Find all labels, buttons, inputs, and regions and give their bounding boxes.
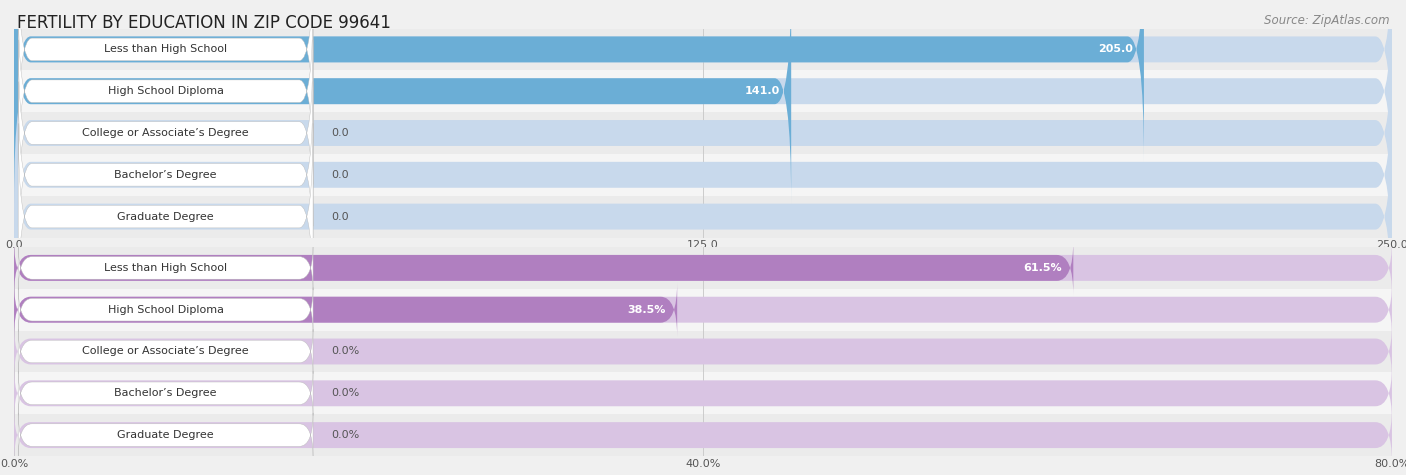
Text: 0.0: 0.0 [330,211,349,222]
Text: High School Diploma: High School Diploma [108,304,224,315]
FancyBboxPatch shape [14,62,1392,287]
Text: Graduate Degree: Graduate Degree [117,430,214,440]
Text: 205.0: 205.0 [1098,44,1133,55]
Bar [14,112,1392,154]
FancyBboxPatch shape [18,82,314,268]
Bar [14,414,1392,456]
FancyBboxPatch shape [14,241,1392,295]
FancyBboxPatch shape [18,329,314,374]
Text: 0.0%: 0.0% [330,346,359,357]
Bar [14,289,1392,331]
Bar [14,372,1392,414]
Text: Less than High School: Less than High School [104,263,228,273]
Text: 0.0: 0.0 [330,170,349,180]
Text: 61.5%: 61.5% [1024,263,1063,273]
Text: 0.0%: 0.0% [330,388,359,399]
Text: Source: ZipAtlas.com: Source: ZipAtlas.com [1264,14,1389,27]
FancyBboxPatch shape [14,241,1073,295]
Text: Graduate Degree: Graduate Degree [117,211,214,222]
FancyBboxPatch shape [14,324,1392,379]
FancyBboxPatch shape [14,283,678,337]
FancyBboxPatch shape [18,287,314,332]
FancyBboxPatch shape [18,371,314,416]
FancyBboxPatch shape [18,413,314,457]
FancyBboxPatch shape [14,0,1144,162]
FancyBboxPatch shape [14,0,1392,204]
Bar [14,331,1392,372]
Bar [14,70,1392,112]
FancyBboxPatch shape [18,40,314,226]
Text: Less than High School: Less than High School [104,44,228,55]
FancyBboxPatch shape [14,283,1392,337]
Text: High School Diploma: High School Diploma [108,86,224,96]
Bar [14,28,1392,70]
FancyBboxPatch shape [18,0,314,184]
Text: 0.0: 0.0 [330,128,349,138]
FancyBboxPatch shape [14,408,1392,462]
Text: 141.0: 141.0 [745,86,780,96]
FancyBboxPatch shape [14,366,1392,420]
Text: College or Associate’s Degree: College or Associate’s Degree [83,346,249,357]
Text: FERTILITY BY EDUCATION IN ZIP CODE 99641: FERTILITY BY EDUCATION IN ZIP CODE 99641 [17,14,391,32]
FancyBboxPatch shape [14,0,1392,162]
FancyBboxPatch shape [18,0,314,142]
Bar [14,196,1392,238]
FancyBboxPatch shape [14,20,1392,246]
Text: 0.0%: 0.0% [330,430,359,440]
FancyBboxPatch shape [18,124,314,310]
Bar [14,154,1392,196]
Text: 38.5%: 38.5% [627,304,666,315]
FancyBboxPatch shape [14,104,1392,329]
FancyBboxPatch shape [18,246,314,290]
FancyBboxPatch shape [14,0,792,204]
Text: Bachelor’s Degree: Bachelor’s Degree [114,170,217,180]
Text: College or Associate’s Degree: College or Associate’s Degree [83,128,249,138]
Text: Bachelor’s Degree: Bachelor’s Degree [114,388,217,399]
Bar [14,247,1392,289]
